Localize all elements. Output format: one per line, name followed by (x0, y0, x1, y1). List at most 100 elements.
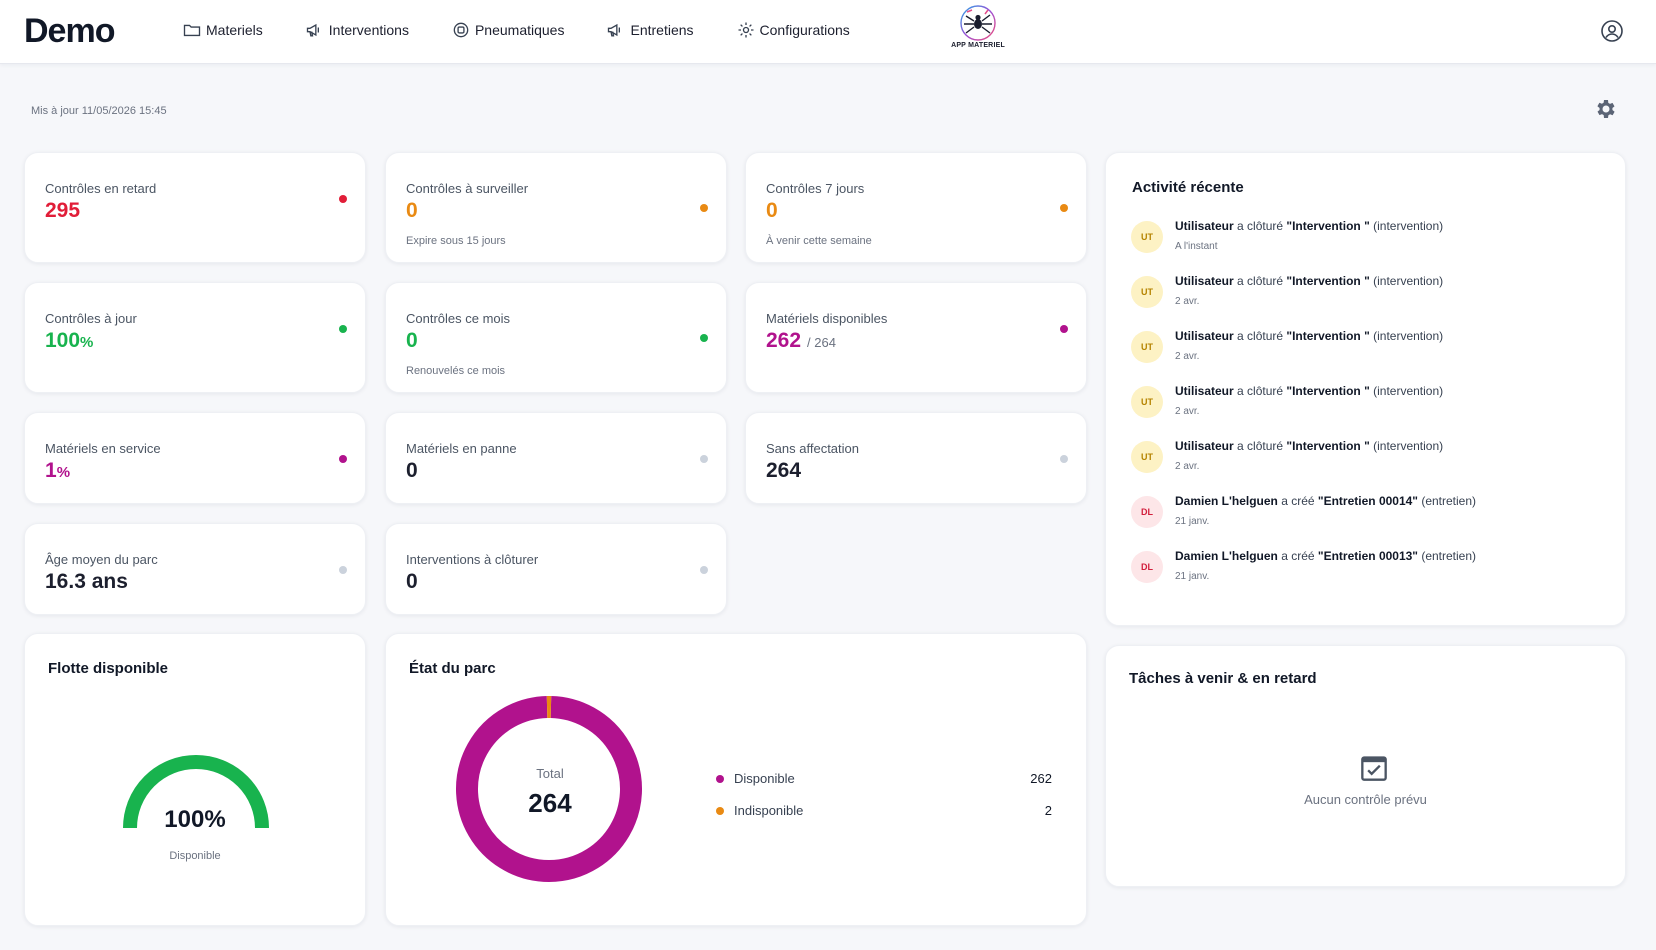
activity-item[interactable]: UT Utilisateur a clôturé "Intervention " … (1131, 329, 1631, 384)
activity-item[interactable]: UT Utilisateur a clôturé "Intervention " … (1131, 439, 1631, 494)
nav-item-interventions[interactable]: Interventions (305, 20, 409, 40)
fleet-gauge-chart (123, 755, 269, 829)
kpi-card-uptodate-controls[interactable]: Contrôles à jour 100% (24, 282, 366, 393)
dashboard-settings-icon[interactable] (1594, 97, 1618, 121)
top-navigation-bar: Demo Materiels Interventions Pneumatique… (0, 0, 1656, 64)
activity-type: (intervention) (1369, 219, 1444, 233)
activity-timestamp: 21 janv. (1175, 571, 1210, 582)
avatar: DL (1131, 551, 1163, 583)
activity-item[interactable]: DL Damien L'helguen a créé "Entretien 000… (1131, 494, 1631, 549)
panel-title: Tâches à venir & en retard (1129, 670, 1317, 687)
nav-item-pneumatiques[interactable]: Pneumatiques (451, 20, 565, 40)
kpi-card-interventions-to-close[interactable]: Interventions à clôturer 0 (385, 523, 727, 615)
status-dot (700, 204, 708, 212)
activity-item[interactable]: DL Damien L'helguen a créé "Entretien 000… (1131, 549, 1631, 585)
activity-user: Utilisateur (1175, 219, 1234, 233)
activity-action: a clôturé (1233, 439, 1287, 453)
empty-state-text: Aucun contrôle prévu (1304, 792, 1427, 807)
kpi-value: 0 (406, 329, 418, 352)
kpi-card-watch-controls[interactable]: Contrôles à surveiller 0 Expire sous 15 … (385, 152, 727, 263)
status-dot (700, 455, 708, 463)
kpi-label: Contrôles 7 jours (766, 181, 865, 196)
legend-item-disponible[interactable]: Disponible 262 (716, 771, 1052, 786)
kpi-card-late-controls[interactable]: Contrôles en retard 295 (24, 152, 366, 263)
kpi-label: Contrôles ce mois (406, 311, 511, 326)
fleet-available-card: Flotte disponible 100% Disponible (24, 633, 366, 926)
activity-timestamp: 2 avr. (1175, 351, 1200, 362)
kpi-value: 16.3 ans (45, 570, 128, 593)
kpi-value: 295 (45, 199, 81, 222)
spider-logo-icon (960, 5, 996, 41)
activity-text: Utilisateur a clôturé "Intervention " (i… (1175, 219, 1443, 233)
kpi-card-average-age[interactable]: Âge moyen du parc 16.3 ans (24, 523, 366, 615)
last-updated-text: Mis à jour 11/05/2026 15:45 (31, 105, 167, 117)
kpi-value: 100% (45, 329, 94, 352)
activity-user: Utilisateur (1175, 384, 1234, 398)
kpi-card-unassigned[interactable]: Sans affectation 264 (745, 412, 1087, 504)
kpi-label: Matériels en panne (406, 441, 517, 456)
legend-dot (716, 806, 724, 815)
activity-object: "Intervention " (1286, 384, 1370, 398)
avatar: UT (1131, 276, 1163, 308)
kpi-value: 264 (766, 459, 802, 482)
activity-item[interactable]: UT Utilisateur a clôturé "Intervention " … (1131, 274, 1631, 329)
activity-user: Utilisateur (1175, 329, 1234, 343)
park-donut-chart (456, 696, 642, 882)
activity-item[interactable]: UT Utilisateur a clôturé "Intervention " … (1131, 219, 1631, 274)
user-account-icon[interactable] (1600, 19, 1624, 43)
kpi-label: Sans affectation (766, 441, 859, 456)
activity-list[interactable]: UT Utilisateur a clôturé "Intervention " … (1131, 219, 1631, 585)
gauge-label: Disponible (169, 850, 221, 862)
activity-action: a clôturé (1233, 329, 1287, 343)
activity-object: "Entretien 00014" (1317, 494, 1418, 508)
kpi-value: 0 (766, 199, 778, 222)
activity-type: (entretien) (1418, 494, 1477, 508)
donut-total-label: Total (536, 766, 564, 781)
legend-item-indisponible[interactable]: Indisponible 2 (716, 803, 1052, 818)
kpi-value: 0 (406, 570, 418, 593)
activity-object: "Entretien 00013" (1317, 549, 1418, 563)
kpi-card-broken-equipment[interactable]: Matériels en panne 0 (385, 412, 727, 504)
donut-slice-disponible[interactable] (456, 696, 642, 882)
kpi-card-available-equipment[interactable]: Matériels disponibles 262/ 264 (745, 282, 1087, 393)
avatar: UT (1131, 441, 1163, 473)
activity-type: (entretien) (1418, 549, 1477, 563)
kpi-card-in-service[interactable]: Matériels en service 1% (24, 412, 366, 504)
nav-item-entretiens[interactable]: Entretiens (606, 20, 694, 40)
calendar-check-icon (1361, 756, 1387, 781)
kpi-subtitle: À venir cette semaine (766, 235, 872, 247)
kpi-label: Matériels disponibles (766, 311, 888, 326)
megaphone-icon (608, 23, 621, 37)
activity-type: (intervention) (1369, 439, 1444, 453)
app-brand[interactable]: Demo (24, 12, 115, 50)
nav-item-configurations[interactable]: Configurations (736, 20, 850, 40)
activity-type: (intervention) (1369, 329, 1444, 343)
status-dot (1060, 325, 1068, 333)
logo-text: APP MATERIEL (951, 42, 1005, 49)
status-dot (339, 325, 347, 333)
activity-timestamp: 21 janv. (1175, 516, 1210, 527)
activity-action: a clôturé (1233, 384, 1287, 398)
status-dot (1060, 455, 1068, 463)
legend-name: Indisponible (734, 803, 804, 818)
status-dot (339, 455, 347, 463)
activity-action: a créé (1277, 494, 1318, 508)
activity-object: "Intervention " (1286, 219, 1370, 233)
activity-timestamp: 2 avr. (1175, 296, 1200, 307)
kpi-value: 0 (406, 459, 418, 482)
folder-icon (183, 24, 201, 37)
kpi-card-week-controls[interactable]: Contrôles 7 jours 0 À venir cette semain… (745, 152, 1087, 263)
gauge-percentage: 100% (164, 806, 226, 833)
status-dot (700, 334, 708, 342)
status-dot (1060, 204, 1068, 212)
legend-value: 262 (1030, 771, 1052, 786)
kpi-label: Contrôles à jour (45, 311, 137, 326)
nav-item-materiels[interactable]: Materiels (182, 20, 263, 40)
kpi-card-month-controls[interactable]: Contrôles ce mois 0 Renouvelés ce mois (385, 282, 727, 393)
panel-title: Activité récente (1132, 179, 1244, 196)
activity-item[interactable]: UT Utilisateur a clôturé "Intervention " … (1131, 384, 1631, 439)
kpi-value: 1% (45, 459, 71, 482)
legend-name: Disponible (734, 771, 795, 786)
activity-action: a clôturé (1233, 274, 1287, 288)
nav-label: Pneumatiques (474, 22, 565, 38)
